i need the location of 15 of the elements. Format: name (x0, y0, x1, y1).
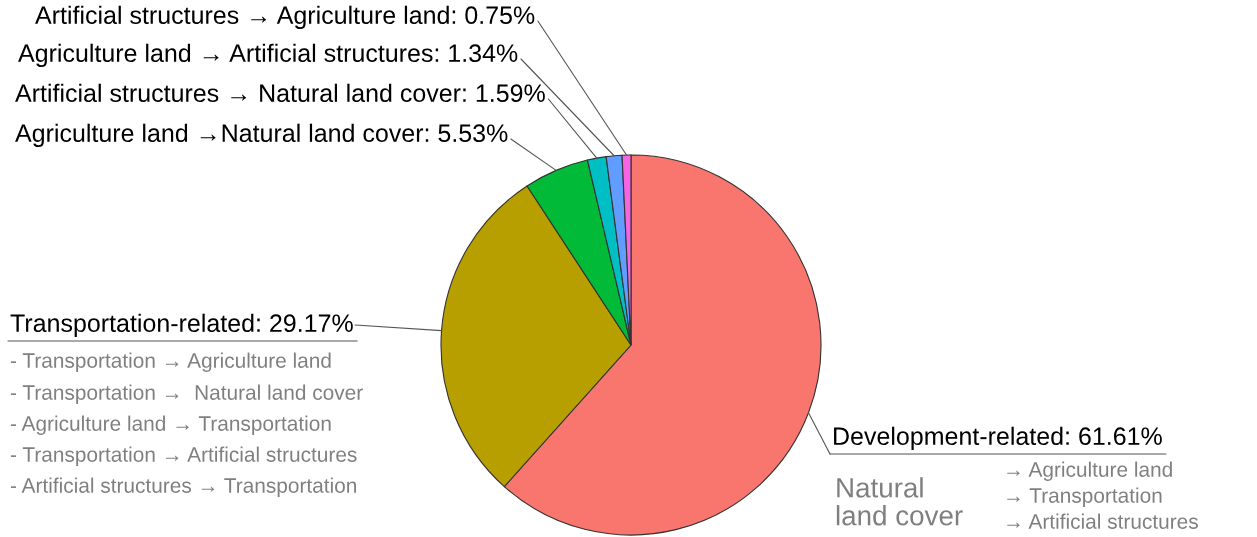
slice-label: Transportation-related: 29.17% (10, 313, 353, 337)
text: - Transportation → Agriculture land (10, 352, 331, 372)
text: - Artificial structures → Transportation (10, 477, 356, 497)
text: → Artificial structures (1007, 513, 1198, 529)
text: - Transportation → Artificial structures (10, 446, 357, 466)
text: - Transportation → Natural land cover (10, 384, 363, 404)
slice-label: Artificial structures → Natural land cover: 1.59% (15, 83, 545, 103)
slice-label: Agriculture land →Natural land cover: 5.53% (15, 123, 508, 147)
slice-label: Agriculture land → Artificial structures: 1.34% (18, 43, 518, 67)
slice-label: Artificial structures → Agriculture land: 0.75% (35, 5, 535, 29)
text: - Agriculture land → Transportation (10, 415, 331, 435)
text: Natural land cover (836, 477, 963, 526)
text: → Transportation (1007, 487, 1162, 507)
text: → Agriculture land (1007, 461, 1172, 481)
slice-label: Development-related: 61.61% (834, 426, 1162, 450)
